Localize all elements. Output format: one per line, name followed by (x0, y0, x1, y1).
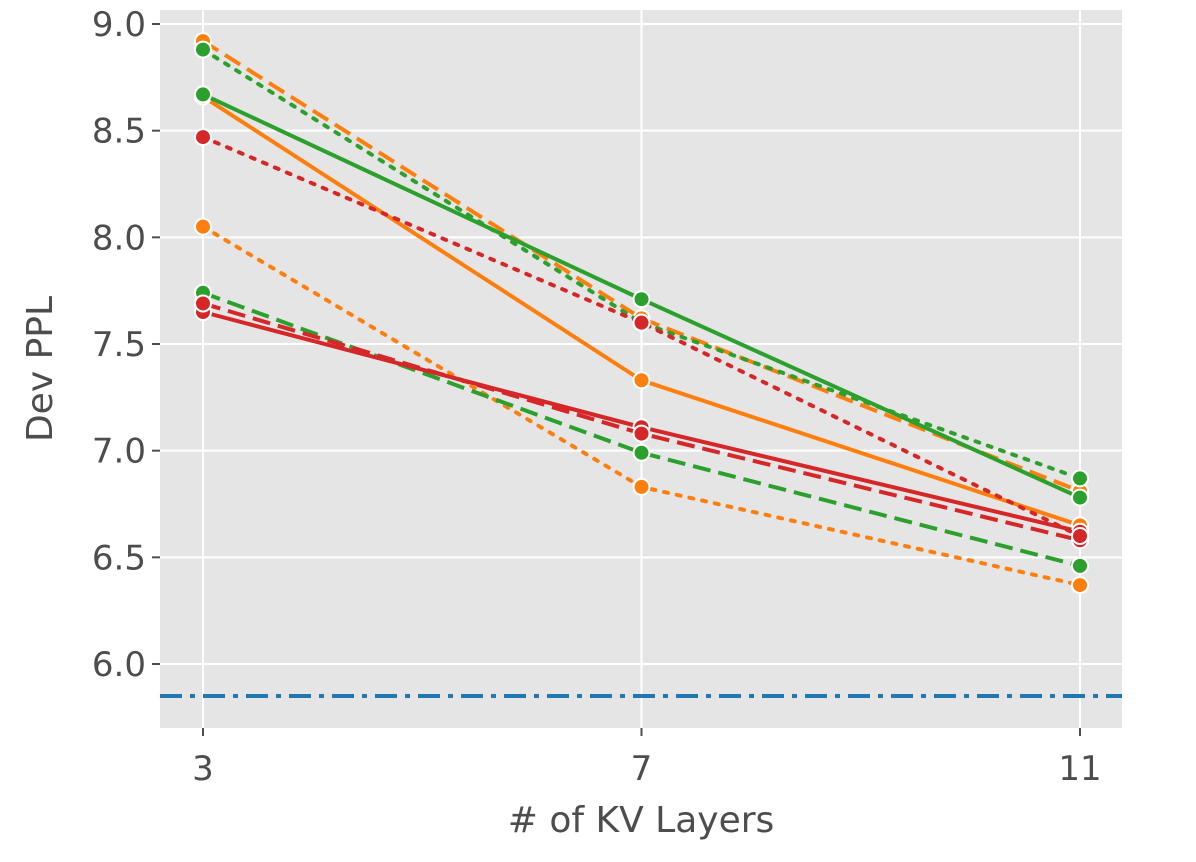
ticks: 6.0 6.5 7.0 7.5 8.0 8.5 9.0 3 7 11 (92, 5, 1102, 789)
data-point (1071, 556, 1089, 575)
data-point (632, 290, 651, 309)
series-red-dotted (194, 128, 1089, 545)
y-axis-label: Dev PPL (20, 296, 61, 442)
y-tick-label: 9.0 (92, 5, 146, 45)
y-tick-label: 6.5 (92, 538, 146, 578)
y-tick-label: 7.0 (92, 432, 146, 472)
x-axis-label: # of KV Layers (508, 800, 775, 841)
data-point (632, 424, 651, 443)
y-tick-label: 8.0 (92, 218, 146, 258)
data-point (1071, 527, 1089, 545)
data-point (632, 477, 651, 496)
series-line (201, 47, 1082, 481)
data-point (194, 128, 212, 147)
data-point (632, 313, 651, 332)
x-tick-label: 3 (192, 749, 214, 789)
series-green-solid (194, 85, 1089, 507)
data-point (194, 217, 212, 236)
data-point (1071, 576, 1089, 595)
series-green-dashed (194, 283, 1089, 575)
data-point (1071, 488, 1089, 507)
data-point (632, 371, 651, 390)
x-tick-label: 11 (1058, 749, 1101, 789)
series-line (201, 135, 1082, 538)
series-line (202, 290, 1081, 568)
y-tick-label: 8.5 (92, 112, 146, 152)
data-point (1071, 469, 1089, 488)
data-point (194, 85, 212, 104)
series-orange-dotted (194, 217, 1089, 595)
x-tick-label: 7 (631, 749, 653, 789)
series-layer (194, 32, 1089, 595)
data-point (194, 40, 212, 59)
y-tick-label: 6.0 (92, 645, 146, 685)
data-point (194, 294, 212, 313)
y-tick-label: 7.5 (92, 325, 146, 365)
data-point (632, 443, 651, 462)
